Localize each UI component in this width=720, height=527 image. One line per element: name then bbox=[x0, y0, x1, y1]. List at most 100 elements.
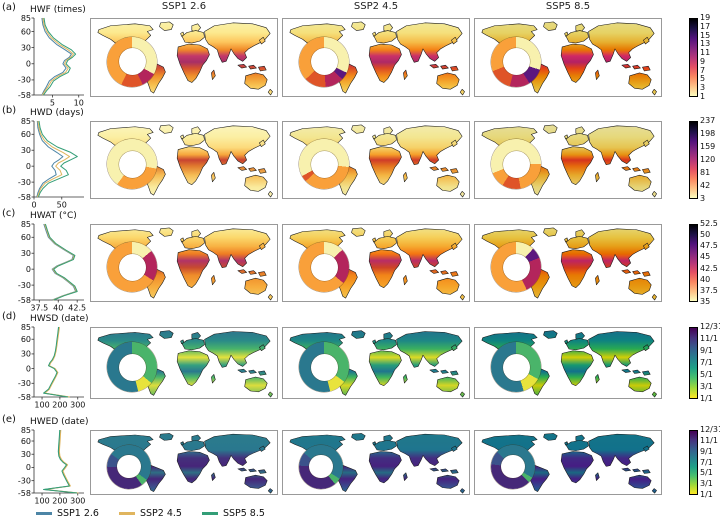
colorbar-tick-(d)-7/1: 7/1 bbox=[700, 358, 713, 367]
map-(d)-SSP5 8.5 bbox=[474, 327, 662, 399]
svg-text:-30: -30 bbox=[18, 76, 31, 85]
colorbar-tick-(e)-5/1: 5/1 bbox=[700, 468, 713, 478]
map-(e)-SSP2 4.5 bbox=[282, 430, 470, 495]
colorbar-tick-(c)-52.5: 52.5 bbox=[700, 219, 718, 228]
donut-(b)-SSP1 2.6 bbox=[107, 139, 157, 189]
svg-text:-30: -30 bbox=[18, 178, 31, 187]
donut-(b)-SSP5 8.5 bbox=[491, 139, 541, 189]
colorbar-tick-(e)-9/1: 9/1 bbox=[700, 446, 713, 456]
donut-hole bbox=[502, 48, 530, 75]
column-title-ssp5: SSP5 8.5 bbox=[545, 1, 591, 12]
metric-title-(b): HWD (days) bbox=[30, 108, 84, 118]
donut-hole bbox=[118, 253, 146, 281]
world-map-(b)-SSP2 4.5 bbox=[289, 124, 465, 198]
legend-line-ssp1-icon bbox=[36, 512, 52, 515]
colorbar-tick-(d)-3/1: 3/1 bbox=[700, 382, 713, 391]
colorbar-tick-(a)-11: 11 bbox=[700, 48, 711, 58]
svg-text:30: 30 bbox=[21, 450, 31, 459]
colorbar-tick-(c)-42.5: 42.5 bbox=[700, 263, 718, 273]
legend-line-ssp2-icon bbox=[118, 512, 135, 515]
colorbar-tick-(a)-5: 5 bbox=[700, 74, 706, 84]
svg-text:0: 0 bbox=[26, 60, 31, 69]
donut-hole bbox=[118, 150, 146, 178]
donut-(d)-SSP5 8.5 bbox=[491, 342, 541, 392]
colorbar-(a) bbox=[689, 18, 698, 97]
colorbar-tick-(c)-37.5: 37.5 bbox=[700, 285, 718, 295]
legend-label-ssp1: SSP1 2.6 bbox=[57, 508, 99, 519]
svg-text:30: 30 bbox=[21, 43, 31, 52]
donut-(c)-SSP1 2.6 bbox=[107, 242, 157, 292]
svg-text:30: 30 bbox=[21, 249, 31, 258]
svg-text:85: 85 bbox=[21, 117, 31, 126]
legend-line-ssp5-icon bbox=[201, 512, 218, 515]
colorbar-tick-(b)-237: 237 bbox=[700, 116, 716, 125]
donut-(c)-SSP2 4.5 bbox=[299, 242, 349, 292]
svg-text:100: 100 bbox=[34, 497, 49, 506]
svg-text:-30: -30 bbox=[18, 476, 31, 485]
column-title-ssp1: SSP1 2.6 bbox=[161, 1, 207, 12]
metric-title-(c): HWAT (°C) bbox=[30, 211, 77, 221]
metric-title-(d): HWSD (date) bbox=[30, 314, 89, 324]
map-(b)-SSP2 4.5 bbox=[282, 121, 470, 199]
svg-text:60: 60 bbox=[21, 233, 31, 242]
colorbar-tick-(a)-15: 15 bbox=[700, 30, 711, 40]
world-map-(b)-SSP5 8.5 bbox=[481, 124, 657, 198]
colorbar-tick-(d)-12/31: 12/31 bbox=[700, 322, 720, 331]
donut-hole bbox=[502, 353, 530, 381]
svg-text:-30: -30 bbox=[18, 281, 31, 290]
colorbar-(d) bbox=[689, 327, 698, 399]
colorbar-tick-(a)-9: 9 bbox=[700, 56, 706, 66]
donut-(a)-SSP1 2.6 bbox=[107, 36, 157, 87]
donut-hole bbox=[117, 454, 141, 479]
svg-text:85: 85 bbox=[21, 323, 31, 332]
donut-(d)-SSP1 2.6 bbox=[107, 342, 157, 392]
map-(c)-SSP5 8.5 bbox=[474, 224, 662, 302]
map-(e)-SSP5 8.5 bbox=[474, 430, 662, 495]
donut-hole bbox=[309, 454, 333, 479]
donut-hole bbox=[118, 48, 146, 75]
legend-item-ssp2: SSP2 4.5 bbox=[118, 508, 182, 519]
colorbar-tick-(c)-50: 50 bbox=[700, 230, 711, 240]
colorbar-tick-(a)-13: 13 bbox=[700, 39, 711, 49]
colorbar-(b) bbox=[689, 121, 698, 199]
map-(b)-SSP1 2.6 bbox=[90, 121, 278, 199]
svg-text:5: 5 bbox=[50, 99, 55, 108]
donut-hole bbox=[310, 150, 338, 178]
colorbar-tick-(d)-9/1: 9/1 bbox=[700, 346, 713, 355]
map-(a)-SSP5 8.5 bbox=[474, 18, 662, 97]
colorbar-tick-(e)-11/1: 11/1 bbox=[700, 435, 718, 445]
panel-label-(e): (e) bbox=[2, 414, 16, 425]
svg-text:30: 30 bbox=[21, 350, 31, 359]
colorbar-tick-(a)-7: 7 bbox=[700, 65, 706, 75]
svg-text:0: 0 bbox=[26, 463, 31, 472]
colorbar-tick-(e)-12/31: 12/31 bbox=[700, 425, 720, 434]
metric-title-(a): HWF (times) bbox=[30, 5, 86, 15]
donut-(d)-SSP2 4.5 bbox=[299, 342, 349, 392]
donut-(e)-SSP5 8.5 bbox=[491, 444, 535, 489]
colorbar-(c) bbox=[689, 224, 698, 302]
svg-text:200: 200 bbox=[52, 401, 67, 410]
donut-(a)-SSP5 8.5 bbox=[491, 36, 541, 87]
donut-(a)-SSP2 4.5 bbox=[299, 36, 349, 87]
donut-hole bbox=[310, 253, 338, 281]
donut-hole bbox=[118, 353, 146, 381]
panel-label-(d): (d) bbox=[2, 311, 17, 322]
colorbar-tick-(b)-120: 120 bbox=[700, 155, 716, 164]
donut-hole bbox=[310, 48, 338, 75]
svg-text:40: 40 bbox=[53, 304, 63, 313]
metric-title-(e): HWED (date) bbox=[30, 417, 89, 427]
svg-text:300: 300 bbox=[70, 401, 85, 410]
zonal-profile-(a): 85 60 30 0 -30 -58 5 10 bbox=[18, 14, 84, 108]
colorbar-tick-(e)-3/1: 3/1 bbox=[700, 479, 713, 489]
svg-text:-58: -58 bbox=[18, 193, 31, 202]
svg-text:100: 100 bbox=[34, 401, 49, 410]
panel-label-(c): (c) bbox=[2, 208, 16, 219]
svg-text:200: 200 bbox=[52, 497, 67, 506]
legend-label-ssp5: SSP5 8.5 bbox=[222, 508, 265, 519]
map-(d)-SSP1 2.6 bbox=[90, 327, 278, 399]
svg-text:85: 85 bbox=[21, 14, 31, 23]
panel-label-(a): (a) bbox=[2, 2, 16, 13]
svg-text:10: 10 bbox=[74, 99, 84, 108]
colorbar-tick-(c)-40: 40 bbox=[700, 274, 711, 284]
